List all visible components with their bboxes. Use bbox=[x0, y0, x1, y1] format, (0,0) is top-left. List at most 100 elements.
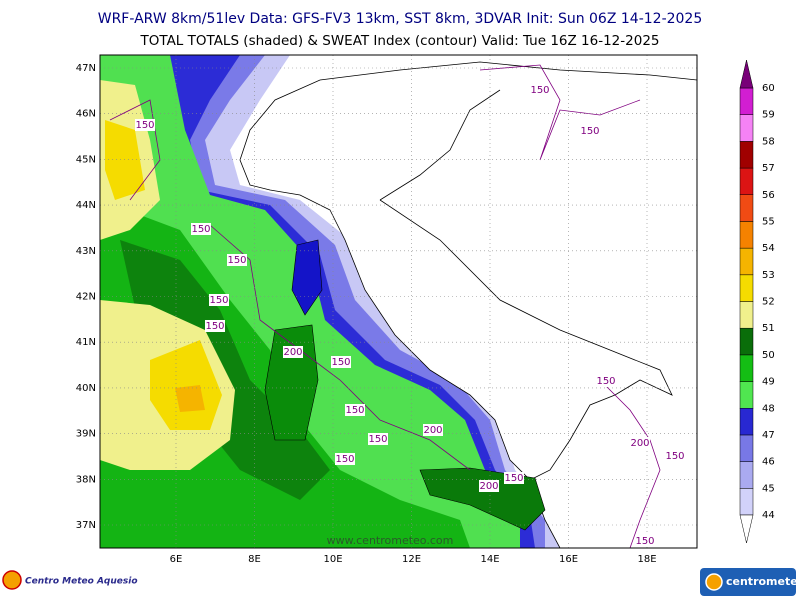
colorbar-box bbox=[739, 434, 754, 462]
colorbar-label: 46 bbox=[762, 457, 775, 468]
colorbar-label: 48 bbox=[762, 403, 775, 414]
lat-label: 43N bbox=[76, 246, 96, 257]
contour-label: 150 bbox=[504, 473, 523, 484]
lat-label: 47N bbox=[76, 63, 96, 74]
colorbar-label: 57 bbox=[762, 163, 775, 174]
colorbar-box bbox=[739, 354, 754, 382]
contour-label-bg bbox=[530, 84, 550, 96]
contour-label-bg bbox=[423, 424, 443, 436]
contour-label: 150 bbox=[191, 224, 210, 235]
colorbar-box bbox=[739, 461, 754, 489]
lon-label: 18E bbox=[637, 554, 656, 565]
contour-label: 200 bbox=[479, 481, 498, 492]
contour-label: 150 bbox=[596, 376, 615, 387]
contour-label: 150 bbox=[135, 120, 154, 131]
colorbar-label: 54 bbox=[762, 243, 775, 254]
colorbar-label: 49 bbox=[762, 377, 775, 388]
contour-label: 150 bbox=[530, 85, 549, 96]
contour-label-bg bbox=[596, 375, 616, 387]
contour-label: 150 bbox=[331, 357, 350, 368]
contour-label-bg bbox=[205, 320, 225, 332]
contour-label-bg bbox=[504, 472, 524, 484]
footer: Centro Meteo Aquesio centrometeo bbox=[2, 568, 800, 596]
contour-label-bg bbox=[335, 453, 355, 465]
colorbar-label: 50 bbox=[762, 350, 775, 361]
contour-label-bg bbox=[331, 356, 351, 368]
map-frame bbox=[99, 54, 698, 549]
colorbar-box bbox=[739, 194, 754, 222]
contour-label-bg bbox=[630, 437, 650, 449]
title-line: WRF-ARW 8km/51lev Data: GFS-FV3 13km, SS… bbox=[98, 11, 703, 27]
contour-label: 150 bbox=[580, 126, 599, 137]
colorbar-label: 56 bbox=[762, 190, 775, 201]
contour-label-bg bbox=[345, 404, 365, 416]
lon-label: 6E bbox=[170, 554, 183, 565]
contour-label-bg bbox=[479, 480, 499, 492]
contour-label-bg bbox=[191, 223, 211, 235]
contour-label: 150 bbox=[209, 295, 228, 306]
lat-label: 40N bbox=[76, 383, 96, 394]
left-logo: Centro Meteo Aquesio bbox=[25, 577, 138, 587]
contour-label-bg bbox=[368, 433, 388, 445]
lon-label: 14E bbox=[480, 554, 499, 565]
colorbar-label: 58 bbox=[762, 136, 775, 147]
contour-label: 200 bbox=[423, 425, 442, 436]
colorbar-box bbox=[739, 488, 754, 516]
contour-label-bg bbox=[665, 450, 685, 462]
colorbar-label: 53 bbox=[762, 270, 775, 281]
contour-label: 200 bbox=[283, 347, 302, 358]
colorbar-label: 47 bbox=[762, 430, 775, 441]
colorbar-label: 55 bbox=[762, 216, 775, 227]
lon-label: 8E bbox=[248, 554, 261, 565]
contour-label-bg bbox=[635, 535, 655, 547]
subtitle-line: TOTAL TOTALS (shaded) & SWEAT Index (con… bbox=[140, 33, 660, 49]
contour-label: 150 bbox=[227, 255, 246, 266]
map-field bbox=[100, 55, 697, 548]
watermark: www.centrometeo.com bbox=[327, 534, 454, 547]
colorbar-box bbox=[739, 327, 754, 356]
contour-label: 200 bbox=[630, 438, 649, 449]
lat-label: 39N bbox=[76, 429, 96, 440]
lat-label: 45N bbox=[76, 154, 96, 165]
lat-label: 38N bbox=[76, 474, 96, 485]
contour-label: 150 bbox=[345, 405, 364, 416]
lat-label: 42N bbox=[76, 292, 96, 303]
colorbar-box bbox=[739, 141, 754, 169]
colorbar-label: 52 bbox=[762, 297, 775, 308]
lon-label: 16E bbox=[559, 554, 578, 565]
contour-label: 150 bbox=[205, 321, 224, 332]
right-logo: centrometeo bbox=[726, 575, 800, 588]
lat-label: 41N bbox=[76, 337, 96, 348]
colorbar-box bbox=[739, 247, 754, 276]
contour-label-bg bbox=[283, 346, 303, 358]
colorbar-bottom bbox=[739, 514, 754, 544]
lon-label: 10E bbox=[323, 554, 342, 565]
contour-label: 150 bbox=[335, 454, 354, 465]
contour-label-bg bbox=[135, 119, 155, 131]
colorbar-label: 60 bbox=[762, 83, 775, 94]
colorbar-box bbox=[739, 301, 754, 329]
colorbar-box bbox=[739, 381, 754, 409]
colorbar-label: 59 bbox=[762, 110, 775, 121]
contour-label-bg bbox=[227, 254, 247, 266]
colorbar-box bbox=[739, 221, 754, 249]
colorbar-box bbox=[739, 408, 754, 436]
contour-label-bg bbox=[209, 294, 229, 306]
colorbar-box bbox=[739, 274, 754, 302]
colorbar-box bbox=[739, 114, 754, 142]
lat-label: 37N bbox=[76, 520, 96, 531]
contour-label-bg bbox=[580, 125, 600, 137]
contour-label: 150 bbox=[635, 536, 654, 547]
lat-label: 44N bbox=[76, 200, 96, 211]
colorbar-label: 51 bbox=[762, 323, 775, 334]
lon-label: 12E bbox=[402, 554, 421, 565]
colorbar-label: 45 bbox=[762, 483, 775, 494]
contour-label: 150 bbox=[665, 451, 684, 462]
contour-label: 150 bbox=[368, 434, 387, 445]
lat-label: 46N bbox=[76, 109, 96, 120]
colorbar-box bbox=[739, 87, 754, 115]
colorbar-triangle bbox=[739, 59, 754, 89]
right-logo-box bbox=[700, 568, 796, 596]
